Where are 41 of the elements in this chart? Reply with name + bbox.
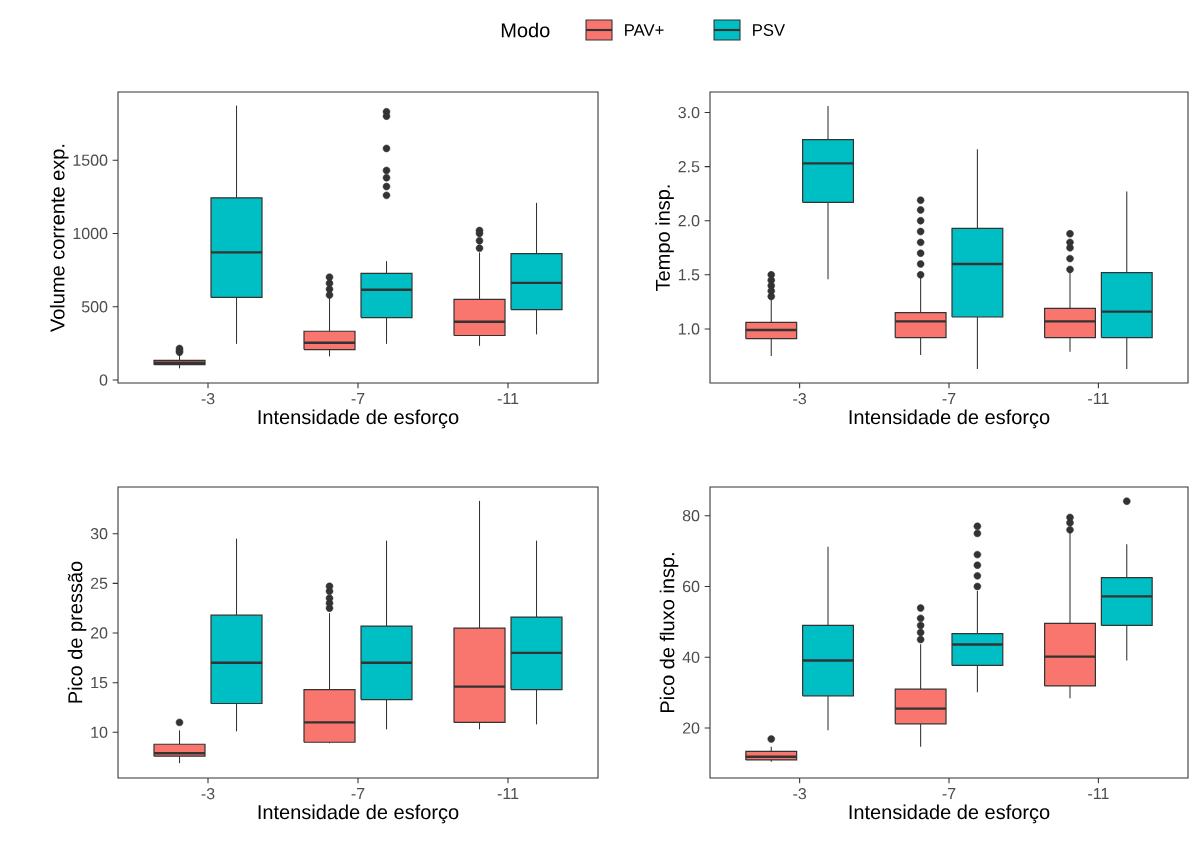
y-tick-label: 60 bbox=[682, 580, 700, 593]
y-axis-title: Tempo insp. bbox=[655, 185, 674, 291]
y-tick-label: 1.5 bbox=[678, 269, 700, 281]
x-tick-label: -11 bbox=[1088, 788, 1109, 800]
x-tick-label: -7 bbox=[942, 393, 956, 405]
y-tick-label: 2.0 bbox=[678, 215, 700, 227]
x-tick-label: -3 bbox=[793, 788, 807, 800]
y-tick-label: 80 bbox=[682, 510, 700, 522]
legend-title: Modo bbox=[501, 22, 550, 38]
y-axis-title: Volume corrente exp. bbox=[49, 144, 69, 332]
y-tick-label: 3.0 bbox=[678, 106, 700, 119]
x-tick-label: -11 bbox=[497, 393, 519, 405]
y-axis-title: Pico de fluxo insp. bbox=[659, 553, 679, 713]
y-tick-label: 0 bbox=[99, 374, 108, 386]
x-tick-label: -3 bbox=[201, 393, 215, 405]
x-tick-label: -11 bbox=[1088, 393, 1109, 405]
legend-label: PSV bbox=[753, 24, 785, 36]
y-tick-label: 2.5 bbox=[678, 160, 700, 173]
y-tick-label: 1000 bbox=[73, 227, 108, 240]
x-tick-label: -7 bbox=[351, 788, 365, 800]
y-tick-label: 1.0 bbox=[678, 323, 700, 335]
x-tick-label: -7 bbox=[351, 393, 365, 405]
y-tick-label: 10 bbox=[91, 726, 108, 738]
x-tick-label: -11 bbox=[497, 788, 519, 800]
x-axis-title: Intensidade de esforço bbox=[849, 804, 1050, 824]
y-tick-label: 20 bbox=[682, 722, 700, 734]
x-tick-label: -3 bbox=[201, 788, 215, 800]
y-tick-label: 15 bbox=[91, 677, 108, 689]
y-axis-title: Pico de pressão bbox=[67, 561, 87, 703]
x-tick-label: -3 bbox=[793, 393, 807, 405]
y-tick-label: 40 bbox=[682, 651, 700, 663]
x-axis-title: Intensidade de esforço bbox=[258, 409, 459, 429]
y-tick-label: 20 bbox=[90, 627, 108, 639]
y-tick-label: 500 bbox=[81, 301, 108, 313]
x-axis-title: Intensidade de esforço bbox=[258, 804, 459, 824]
legend-label: PAV+ bbox=[625, 24, 664, 36]
y-tick-label: 1500 bbox=[73, 154, 108, 166]
y-tick-label: 30 bbox=[90, 528, 108, 540]
y-tick-label: 25 bbox=[90, 577, 108, 589]
x-axis-title: Intensidade de esforço bbox=[849, 409, 1050, 429]
x-tick-label: -7 bbox=[942, 788, 956, 800]
